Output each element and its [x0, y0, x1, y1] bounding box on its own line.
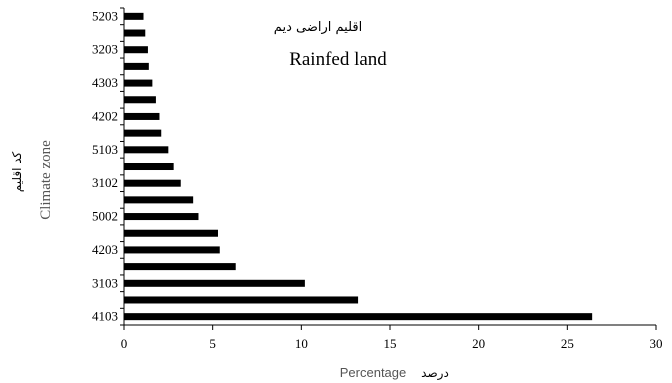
y-tick-label: 3203: [92, 42, 118, 57]
y-tick-label: 3102: [92, 175, 118, 190]
y-tick-label: 4103: [92, 309, 118, 324]
y-tick-label: 5203: [92, 8, 118, 23]
bar-4303: [124, 79, 153, 87]
bar-unlabeled-1: [124, 296, 359, 304]
x-tick-label: 30: [650, 336, 663, 351]
bar-unlabeled-17: [124, 29, 146, 37]
y-tick-label: 5002: [92, 209, 118, 224]
y-tick-label: 5103: [92, 142, 118, 157]
bar-unlabeled-11: [124, 129, 162, 137]
bar-4103: [124, 313, 593, 321]
x-tick-label: 20: [472, 336, 485, 351]
bar-5103: [124, 146, 169, 154]
x-axis-label-persian: درصد: [421, 366, 449, 381]
y-tick-label: 4303: [92, 75, 118, 90]
bar-3103: [124, 279, 305, 287]
bar-unlabeled-15: [124, 62, 149, 70]
chart-title: Rainfed land: [289, 49, 387, 70]
bar-5002: [124, 213, 199, 221]
x-tick-labels-group: 0 5 10 15 20 25 30: [121, 325, 663, 351]
bar-5203: [124, 12, 144, 20]
x-tick-label: 25: [561, 336, 574, 351]
y-tick-label: 4203: [92, 242, 118, 257]
x-tick-label: 5: [209, 336, 216, 351]
bar-4203: [124, 246, 220, 254]
bars-group: [124, 12, 593, 321]
y-axis-label-persian: کد اقلیم: [10, 151, 24, 192]
bar-unlabeled-5: [124, 229, 218, 237]
bar-3102: [124, 179, 181, 187]
y-axis-label: Climate zone: [38, 140, 54, 220]
y-tick-label: 3103: [92, 275, 118, 290]
bar-unlabeled-3: [124, 263, 236, 271]
bar-unlabeled-13: [124, 96, 156, 104]
bar-unlabeled-9: [124, 163, 174, 171]
x-tick-label: 15: [384, 336, 397, 351]
x-tick-label: 10: [295, 336, 308, 351]
bar-unlabeled-7: [124, 196, 194, 204]
bar-3203: [124, 46, 148, 54]
chart-title-persian: اقلیم اراضی دیم: [274, 20, 362, 35]
x-axis-label: Percentage: [340, 365, 407, 380]
bar-4202: [124, 112, 160, 120]
y-tick-labels-group: 4103 3103 4203 5002 3102 5103 4202 4303 3203 5203: [92, 7, 124, 326]
x-tick-label: 0: [121, 336, 128, 351]
y-tick-label: 4202: [92, 108, 118, 123]
